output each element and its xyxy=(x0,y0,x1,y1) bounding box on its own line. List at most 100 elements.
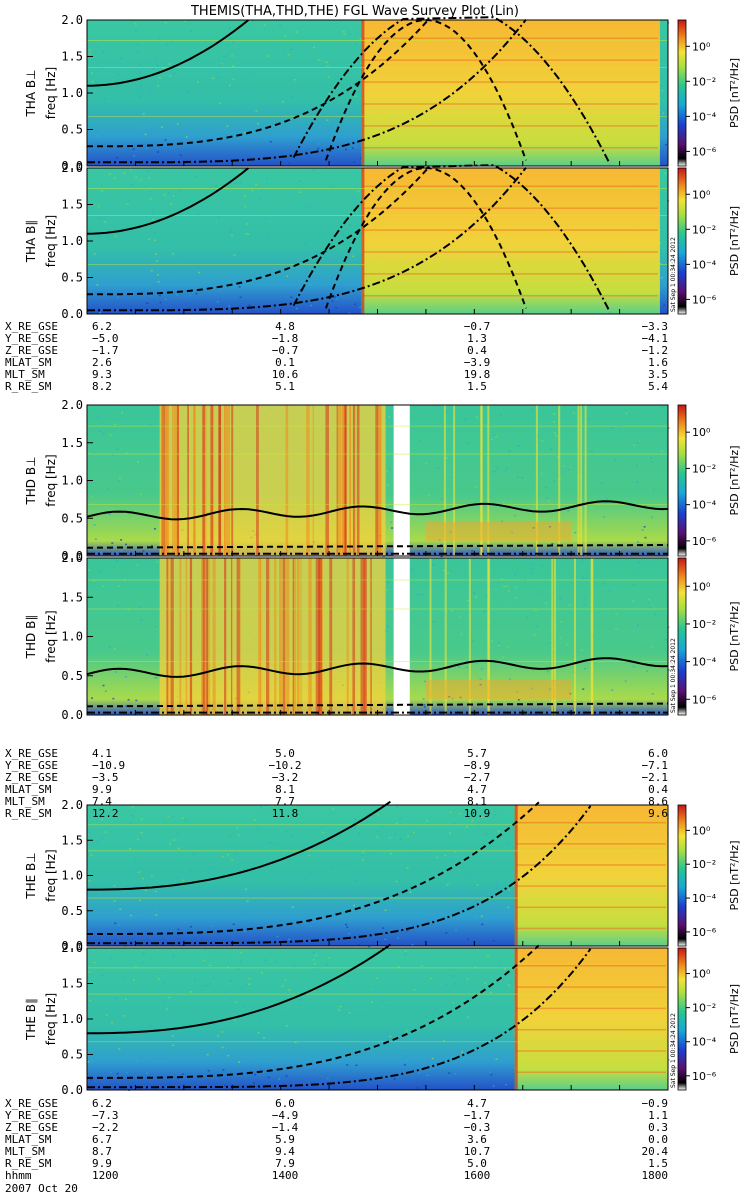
harmonic-band xyxy=(516,864,666,866)
spectrogram-speckle xyxy=(446,884,449,886)
spectrogram-speckle xyxy=(530,572,533,575)
spectrogram-speckle xyxy=(94,538,97,540)
spectrogram-speckle xyxy=(168,63,171,65)
ephemeris-value: −3.5 xyxy=(92,771,119,784)
spectrogram-speckle xyxy=(244,233,247,235)
ephemeris-row-label: Z_RE_GSE xyxy=(5,1121,58,1134)
spectrogram-speckle xyxy=(411,569,414,571)
spectrogram-speckle xyxy=(342,75,345,77)
spectrogram-speckle xyxy=(131,806,134,808)
spectrogram-speckle xyxy=(230,234,233,237)
spectrogram-speckle xyxy=(291,835,294,838)
spectrogram-speckle xyxy=(239,170,242,173)
ephemeris-value: 6.2 xyxy=(92,1097,112,1110)
spectrogram-speckle xyxy=(96,280,99,283)
spectrogram-speckle xyxy=(242,1006,245,1008)
spectrogram-speckle xyxy=(358,832,361,835)
freq-tick-label: 1.0 xyxy=(61,869,83,883)
spectrogram-speckle xyxy=(547,500,550,502)
spectrogram-speckle xyxy=(421,675,424,677)
spectrogram-speckle xyxy=(157,978,160,980)
spectrogram-speckle xyxy=(562,465,565,467)
burst-stripe xyxy=(342,405,345,556)
ephemeris-value: 1400 xyxy=(272,1169,299,1182)
spectrogram-speckle xyxy=(147,706,150,708)
spectrogram-speckle xyxy=(440,498,443,500)
harmonic-band xyxy=(363,273,658,275)
ephemeris-value: 7.4 xyxy=(92,795,112,808)
spectrogram-speckle xyxy=(146,302,149,304)
spectrogram-speckle xyxy=(445,983,448,986)
ephemeris-value: 8.1 xyxy=(467,795,487,808)
spectrogram-speckle xyxy=(168,996,171,999)
spectrogram-speckle xyxy=(508,590,510,592)
spectrogram-speckle xyxy=(362,859,365,861)
spectrogram-speckle xyxy=(121,411,123,414)
spectrogram-speckle xyxy=(501,578,503,580)
spectrogram-speckle xyxy=(253,1082,255,1084)
colorbar-tick-label: 10⁰ xyxy=(692,824,711,837)
spectrogram-speckle xyxy=(545,486,548,489)
spectrogram-speckle xyxy=(331,300,334,302)
ephemeris-row-label: X_RE_GSE xyxy=(5,747,58,760)
freq-tick-label: 1.0 xyxy=(61,1012,83,1026)
spectrogram-speckle xyxy=(146,654,149,656)
spectrogram-speckle xyxy=(179,256,182,258)
spectrogram-speckle xyxy=(222,128,225,130)
spectrogram-speckle xyxy=(624,680,627,682)
spectrogram-speckle xyxy=(88,971,91,973)
spectrogram-speckle xyxy=(113,648,116,650)
spectrogram-speckle xyxy=(294,1041,297,1044)
spectrogram-speckle xyxy=(116,604,119,607)
spectrogram-speckle xyxy=(416,593,419,596)
spectrogram-speckle xyxy=(155,626,157,629)
ephemeris-row-label: Y_RE_GSE xyxy=(5,332,58,345)
spectrogram-speckle xyxy=(597,504,600,507)
spectrogram-speckle xyxy=(497,879,500,881)
colorbar-tick-label: 10⁻⁴ xyxy=(692,499,717,512)
freq-tick-label: 1.5 xyxy=(61,590,83,604)
spectrogram-speckle xyxy=(318,59,321,61)
half-gyrofrequency-curve xyxy=(87,544,668,549)
spectrogram-speckle xyxy=(314,954,317,957)
spectrogram-speckle xyxy=(197,213,200,216)
spectrogram-speckle xyxy=(217,216,220,218)
spectrogram-speckle xyxy=(659,242,662,244)
spectrogram-speckle xyxy=(208,867,211,869)
spectrogram-speckle xyxy=(591,506,594,509)
spectrogram-speckle xyxy=(168,191,170,194)
spectrogram-speckle xyxy=(158,1060,161,1063)
burst-stripe xyxy=(210,405,213,556)
spectrogram-speckle xyxy=(480,668,483,670)
spectrogram-speckle xyxy=(608,589,611,592)
ephemeris-value: −2.1 xyxy=(642,771,669,784)
spectrogram-speckle xyxy=(660,450,663,452)
spectrogram-speckle xyxy=(489,1071,492,1073)
spectrogram-speckle xyxy=(241,988,243,990)
spectrogram-speckle xyxy=(582,688,585,690)
spectrogram-speckle xyxy=(273,843,276,845)
spectrogram-speckle xyxy=(137,50,139,53)
spectrogram-speckle xyxy=(318,282,321,284)
spectrogram-speckle xyxy=(147,238,150,241)
spectrogram-speckle xyxy=(301,275,304,277)
burst-stripe xyxy=(558,405,561,556)
spectrogram-speckle xyxy=(534,609,537,612)
spectrogram-speckle xyxy=(442,569,445,572)
spectrogram-speckle xyxy=(243,1037,246,1039)
spectrogram-speckle xyxy=(239,182,242,184)
ephemeris-row-label: X_RE_GSE xyxy=(5,1097,58,1110)
spectrogram-speckle xyxy=(185,1030,188,1032)
spectrogram-speckle xyxy=(212,77,214,79)
harmonic-band xyxy=(516,821,666,824)
spectrogram-speckle xyxy=(248,978,251,980)
spectrogram-speckle xyxy=(111,906,114,908)
spectrogram-speckle xyxy=(114,922,117,924)
spectrogram-speckle xyxy=(135,699,138,702)
spectrogram-speckle xyxy=(312,959,315,961)
spectrogram-speckle xyxy=(98,217,101,220)
spectrogram-speckle xyxy=(139,178,142,181)
spectrogram-speckle xyxy=(149,1025,152,1027)
spectrogram-speckle xyxy=(396,806,399,808)
spectrogram-speckle xyxy=(304,242,307,245)
